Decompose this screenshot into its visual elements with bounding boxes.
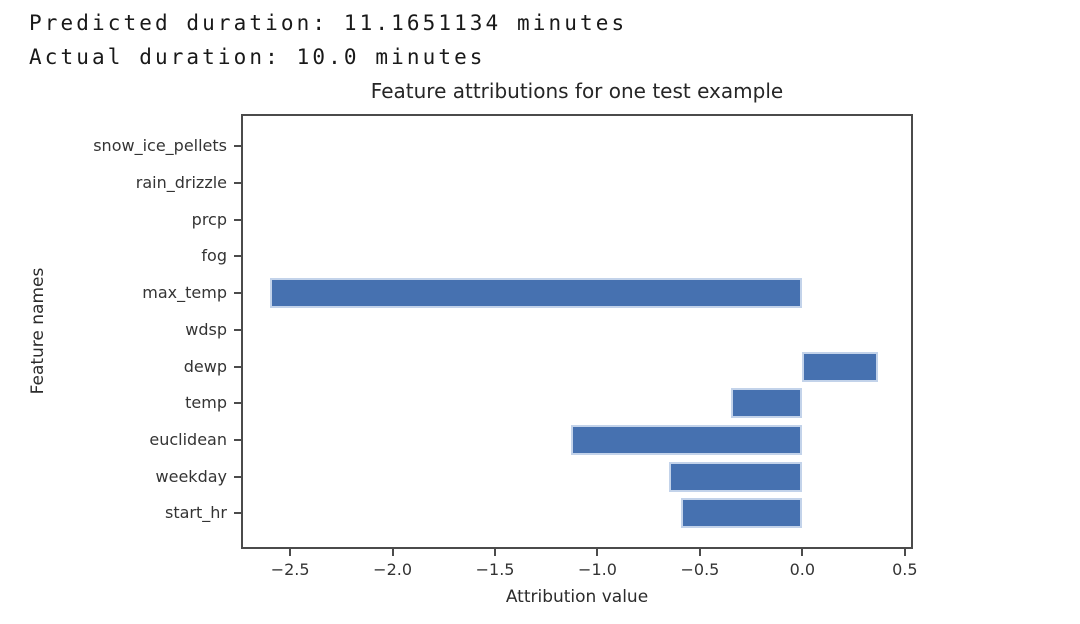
ytick-mark-max_temp [234, 292, 241, 295]
ytick-mark-start_hr [234, 512, 241, 515]
xtick-label-−2.0: −2.0 [373, 560, 413, 579]
ytick-label-euclidean: euclidean [149, 429, 227, 449]
xtick-mark-−1.0 [596, 549, 599, 556]
xtick-label-−0.5: −0.5 [680, 560, 720, 579]
xtick-label-0.5: 0.5 [892, 560, 918, 579]
xtick-mark-−1.5 [494, 549, 497, 556]
ytick-label-start_hr: start_hr [165, 503, 227, 523]
ytick-label-fog: fog [201, 246, 227, 266]
xtick-mark-−0.5 [698, 549, 701, 556]
xtick-mark-0.0 [801, 549, 804, 556]
ytick-label-max_temp: max_temp [142, 283, 227, 303]
x-axis-label: Attribution value [505, 587, 649, 607]
bar-dewp [802, 351, 879, 382]
xtick-label-0.0: 0.0 [789, 560, 816, 579]
xtick-label-−1.0: −1.0 [578, 560, 617, 579]
chart-title: Feature attributions for one test exampl… [370, 79, 784, 103]
ytick-mark-fog [234, 255, 241, 258]
console-output: Predicted duration: 11.1651134 minutes A… [29, 6, 627, 74]
ytick-mark-snow_ice_pellets [234, 145, 241, 148]
actual-duration-text: Actual duration: 10.0 minutes [29, 45, 486, 69]
bar-euclidean [570, 424, 803, 455]
ytick-label-weekday: weekday [155, 466, 227, 486]
ytick-label-rain_drizzle: rain_drizzle [135, 173, 227, 193]
ytick-label-dewp: dewp [183, 356, 227, 376]
ytick-mark-temp [234, 402, 241, 405]
xtick-label-−1.5: −1.5 [475, 560, 515, 579]
ytick-label-temp: temp [185, 393, 227, 413]
ytick-mark-dewp [234, 365, 241, 368]
ytick-mark-wdsp [234, 328, 241, 331]
plot-area [241, 114, 913, 549]
xtick-mark-−2.0 [391, 549, 394, 556]
bar-max_temp [269, 278, 803, 309]
xtick-label-−2.5: −2.5 [270, 560, 310, 579]
ytick-mark-euclidean [234, 438, 241, 441]
bar-temp [730, 388, 803, 419]
ytick-mark-rain_drizzle [234, 182, 241, 185]
bar-weekday [669, 461, 803, 492]
ytick-label-snow_ice_pellets: snow_ice_pellets [93, 136, 227, 156]
ytick-mark-prcp [234, 218, 241, 221]
bar-start_hr [681, 498, 803, 529]
xtick-mark-0.5 [903, 549, 906, 556]
xtick-mark-−2.5 [289, 549, 292, 556]
ytick-label-prcp: prcp [191, 209, 227, 229]
predicted-duration-text: Predicted duration: 11.1651134 minutes [29, 11, 628, 35]
ytick-mark-weekday [234, 475, 241, 478]
ytick-label-wdsp: wdsp [185, 319, 227, 339]
